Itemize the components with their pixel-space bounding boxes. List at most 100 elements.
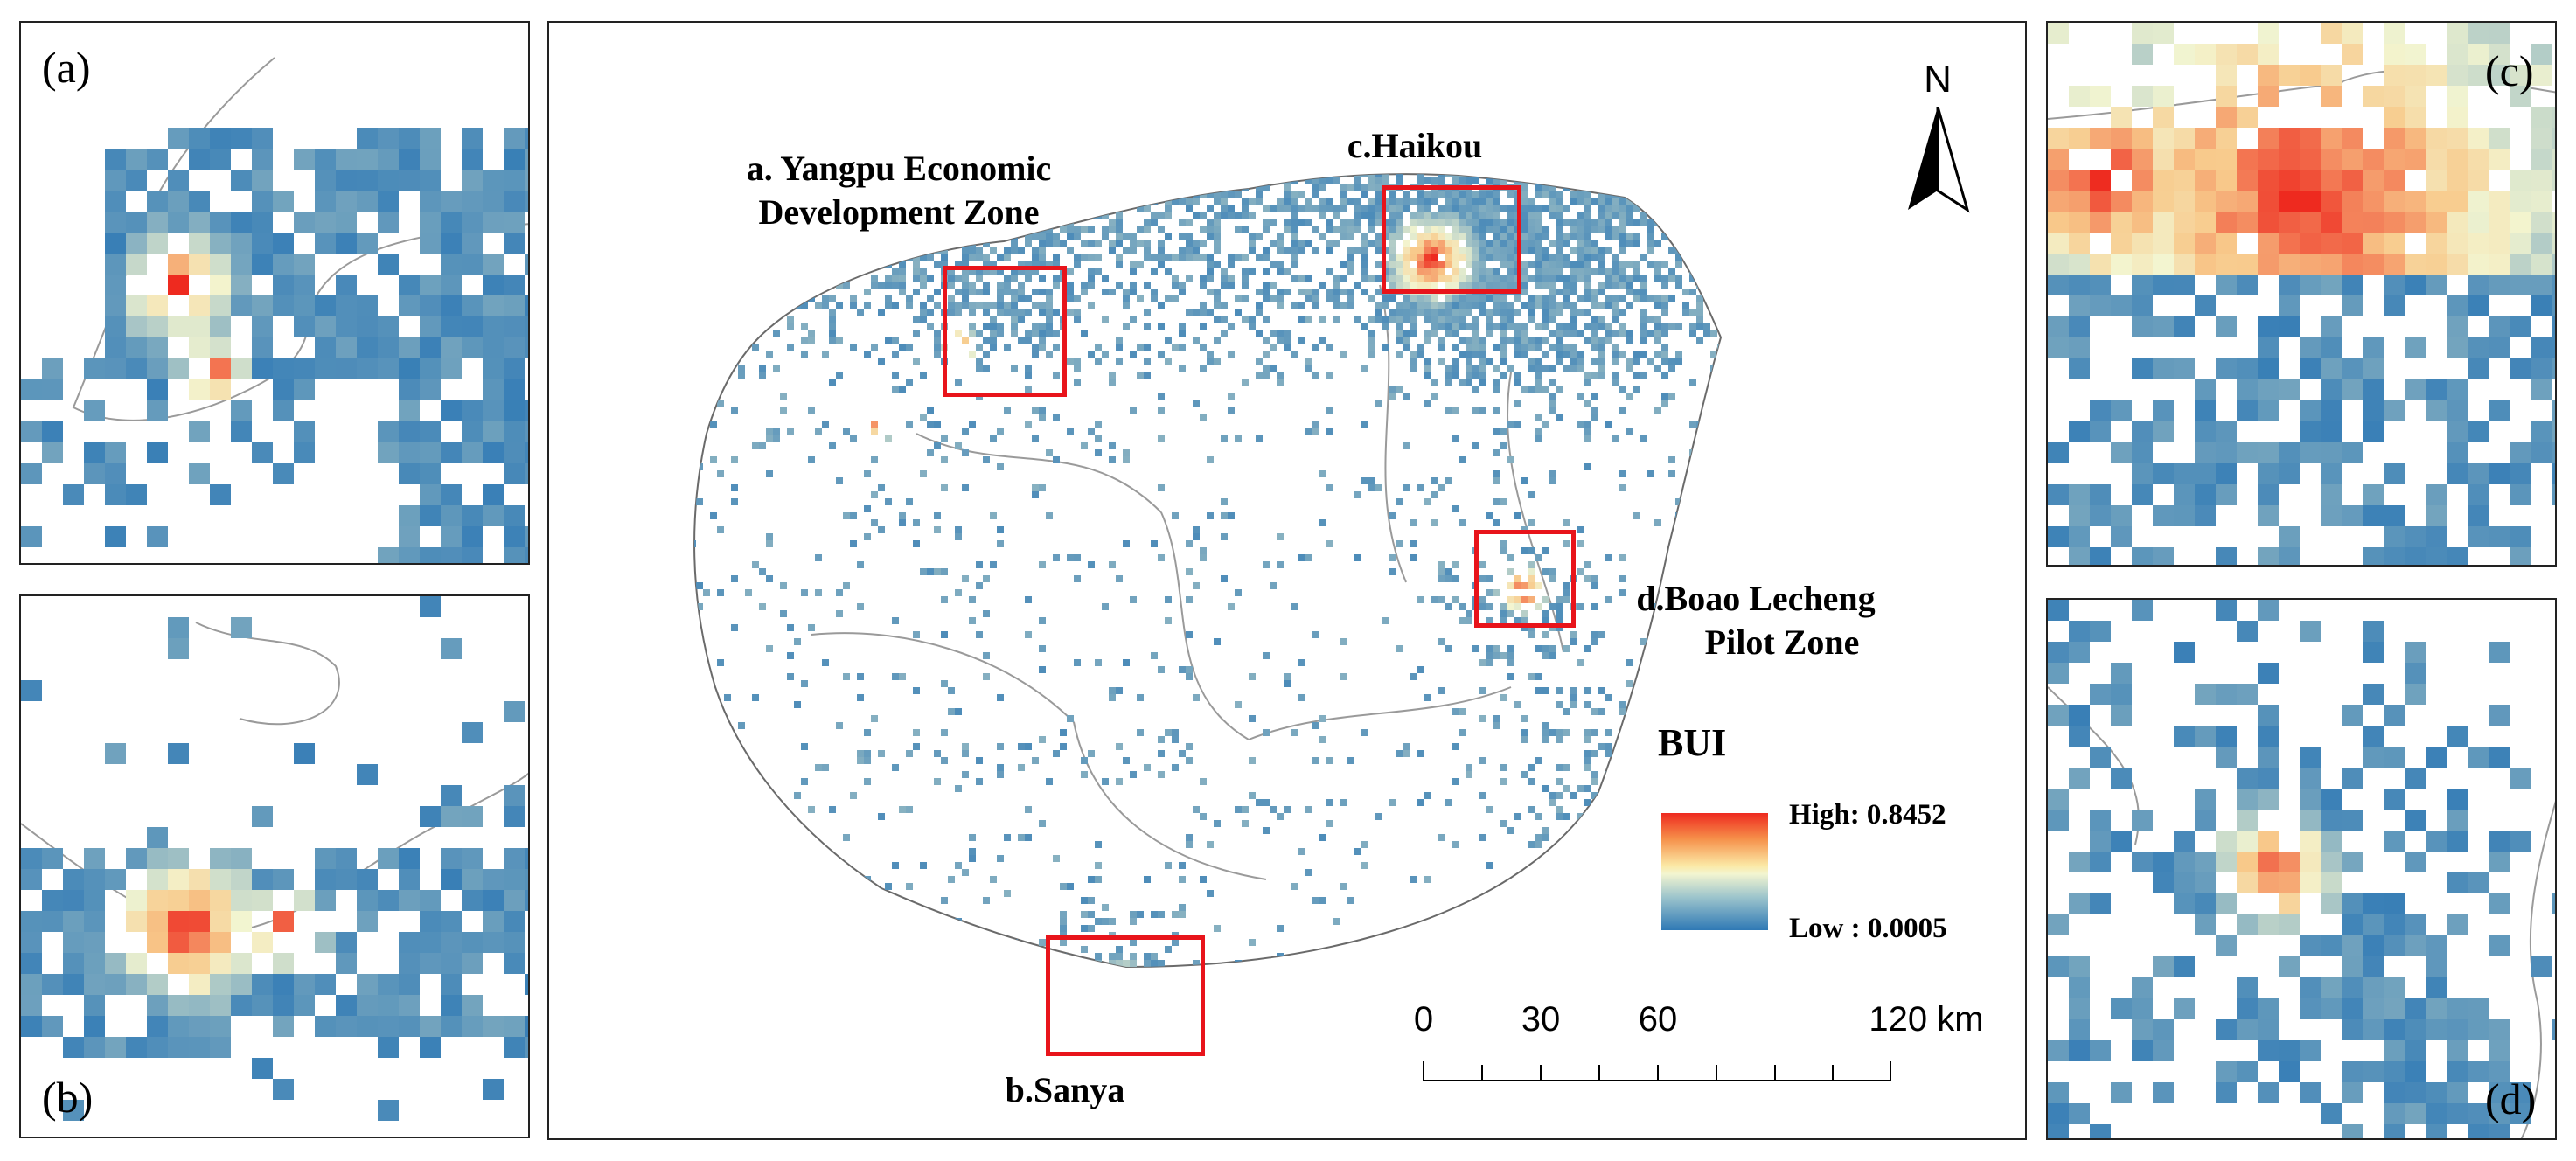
raster-cell [1431, 177, 1438, 184]
raster-cell [231, 869, 252, 890]
raster-cell [1207, 205, 1214, 212]
raster-cell [189, 149, 210, 170]
raster-cell [1151, 212, 1158, 219]
raster-cell [1158, 212, 1165, 219]
raster-cell [294, 890, 315, 911]
raster-cell [1640, 212, 1647, 219]
raster-cell [1389, 212, 1396, 219]
raster-cell [1542, 205, 1549, 212]
raster-cell [1452, 205, 1459, 212]
raster-cell [399, 547, 420, 563]
raster-cell [189, 911, 210, 932]
raster-cell [420, 442, 441, 463]
raster-cell [1347, 184, 1354, 191]
raster-cell [147, 1037, 168, 1058]
raster-cell [105, 149, 126, 170]
raster-cell [441, 254, 462, 275]
raster-cell [63, 1100, 84, 1121]
raster-cell [462, 932, 483, 953]
raster-cell [441, 295, 462, 316]
raster-cell [1424, 191, 1431, 198]
raster-cell [420, 295, 441, 316]
raster-cell [105, 316, 126, 337]
raster-cell [1382, 174, 1389, 177]
raster-cell [1284, 198, 1291, 205]
raster-cell [504, 953, 525, 974]
raster-cell [420, 149, 441, 170]
raster-cell [441, 848, 462, 869]
raster-cell [1438, 174, 1445, 177]
raster-cell [1228, 191, 1235, 198]
raster-cell [231, 617, 252, 638]
raster-cell [420, 463, 441, 484]
raster-cell [1340, 184, 1347, 191]
raster-cell [21, 869, 42, 890]
raster-cell [273, 191, 294, 212]
raster-cell [189, 890, 210, 911]
raster-cell [147, 337, 168, 358]
raster-cell [399, 149, 420, 170]
raster-cell [1284, 191, 1291, 198]
raster-cell [315, 149, 336, 170]
raster-cell [189, 295, 210, 316]
raster-cell [273, 911, 294, 932]
raster-cell [1500, 205, 1507, 212]
raster-cell [1375, 205, 1382, 212]
raster-cell [420, 379, 441, 400]
raster-cell [1347, 198, 1354, 205]
raster-cell [462, 170, 483, 191]
raster-cell [147, 400, 168, 421]
raster-cell [168, 953, 189, 974]
raster-cell [210, 995, 231, 1016]
raster-cell [1431, 191, 1438, 198]
raster-cell [84, 463, 105, 484]
raster-cell [42, 358, 63, 379]
raster-cell [315, 848, 336, 869]
raster-cell [525, 191, 528, 212]
raster-cell [126, 254, 147, 275]
raster-cell [525, 149, 528, 170]
raster-cell [483, 254, 504, 275]
raster-cell [1333, 205, 1340, 212]
raster-cell [1549, 205, 1556, 212]
raster-cell [273, 869, 294, 890]
raster-cell [1277, 198, 1284, 205]
raster-cell [210, 974, 231, 995]
raster-cell [1417, 205, 1424, 212]
raster-cell [1633, 205, 1640, 212]
raster-cell [1221, 198, 1228, 205]
raster-cell [210, 275, 231, 295]
raster-cell [315, 233, 336, 254]
raster-cell [420, 890, 441, 911]
raster-cell [1354, 177, 1361, 184]
raster-cell [1354, 198, 1361, 205]
raster-cell [378, 191, 399, 212]
raster-cell [1368, 205, 1375, 212]
raster-cell [210, 1037, 231, 1058]
raster-cell [1521, 191, 1528, 198]
raster-cell [42, 848, 63, 869]
raster-cell [1605, 212, 1612, 219]
raster-cell [231, 911, 252, 932]
raster-cell [441, 233, 462, 254]
raster-cell [1535, 212, 1542, 219]
raster-cell [252, 932, 273, 953]
raster-cell [420, 547, 441, 563]
inset-map-a [21, 57, 528, 563]
raster-cell [1361, 205, 1368, 212]
raster-cell [168, 617, 189, 638]
raster-cell [2025, 93, 2027, 100]
raster-cell [525, 442, 528, 463]
raster-cell [21, 848, 42, 869]
raster-cell [168, 890, 189, 911]
raster-cell [147, 890, 168, 911]
raster-cell [168, 128, 189, 149]
raster-cell [441, 932, 462, 953]
raster-cell [441, 869, 462, 890]
raster-cell [210, 212, 231, 233]
raster-cell [1256, 198, 1263, 205]
raster-cell [1410, 198, 1417, 205]
raster-cell [504, 911, 525, 932]
raster-cell [378, 848, 399, 869]
raster-cell [273, 358, 294, 379]
